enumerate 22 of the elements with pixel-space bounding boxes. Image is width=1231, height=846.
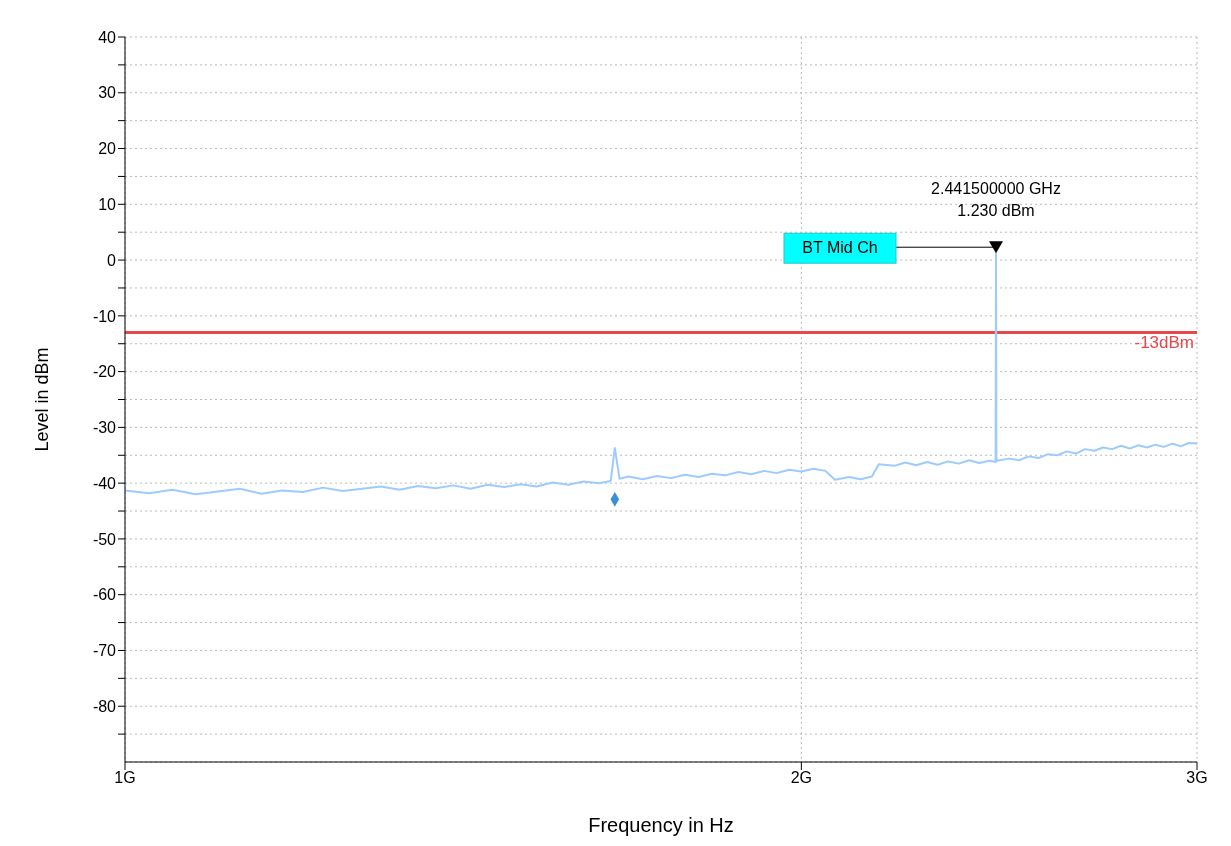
y-axis-title: Level in dBm xyxy=(32,347,53,452)
y-tick-label: -40 xyxy=(92,474,117,492)
y-tick-label: -10 xyxy=(92,307,117,325)
y-tick-label: -20 xyxy=(92,363,117,381)
y-tick-label: 0 xyxy=(107,251,117,269)
x-tick-label: 2G xyxy=(790,769,813,787)
annotation: 2.441500000 GHz xyxy=(931,180,1061,198)
y-tick-label: 10 xyxy=(98,195,117,213)
y-tick-label: 20 xyxy=(98,140,117,158)
x-axis-title: Frequency in Hz xyxy=(588,814,734,836)
y-tick-label: -30 xyxy=(92,419,117,437)
y-tick-label: -80 xyxy=(92,697,117,715)
y-tick-label: 30 xyxy=(98,84,117,102)
y-tick-label: -60 xyxy=(92,586,117,604)
y-tick-label: 40 xyxy=(98,28,117,46)
x-tick-label: 3G xyxy=(1186,769,1208,787)
ref-line-label: -13dBm xyxy=(1134,332,1194,352)
y-tick-label: -70 xyxy=(92,642,117,660)
y-tick-label: -50 xyxy=(92,530,117,548)
x-tick-label: 1G xyxy=(114,769,136,787)
annotation: BT Mid Ch xyxy=(802,239,878,257)
annotation: 1.230 dBm xyxy=(957,202,1035,220)
